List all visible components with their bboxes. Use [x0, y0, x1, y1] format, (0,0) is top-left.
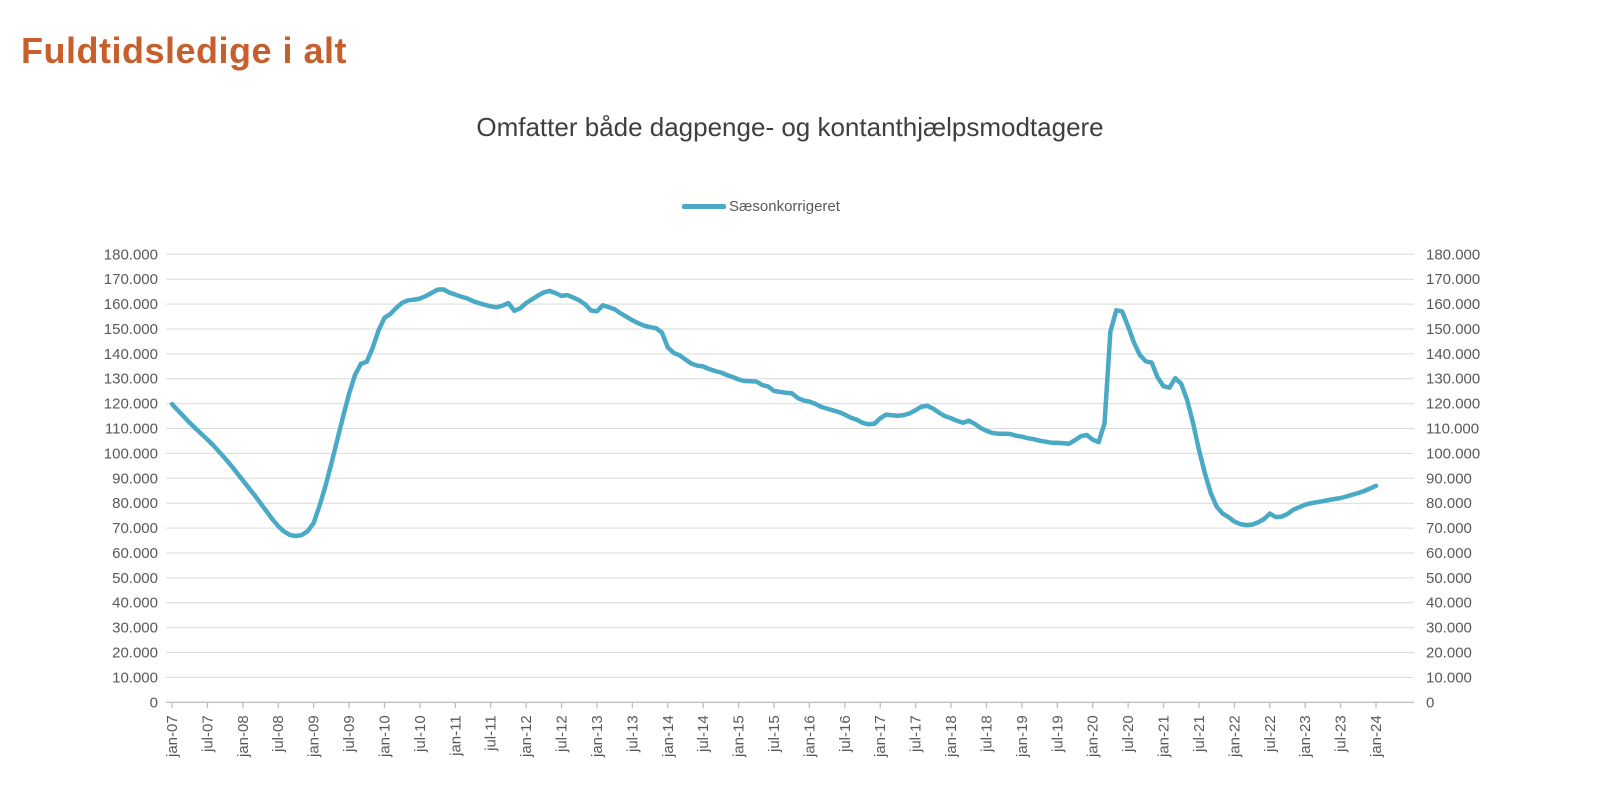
y-axis-label-right: 90.000	[1426, 470, 1472, 487]
y-axis-label-left: 130.000	[104, 371, 158, 388]
x-axis-label: jul-10	[412, 715, 429, 753]
y-axis-label-right: 0	[1426, 694, 1434, 711]
y-axis-label-left: 70.000	[112, 520, 158, 537]
y-axis-label-left: 180.000	[104, 246, 158, 263]
y-axis-label-left: 40.000	[112, 595, 158, 612]
x-axis-label: jul-08	[270, 715, 287, 753]
x-axis-label: jul-15	[766, 715, 783, 753]
y-axis-label-right: 160.000	[1426, 296, 1480, 313]
x-axis-label: jan-11	[447, 715, 464, 757]
y-axis-label-left: 120.000	[104, 396, 158, 413]
y-axis-label-left: 80.000	[112, 495, 158, 512]
y-axis-label-right: 140.000	[1426, 346, 1480, 363]
x-axis-label: jul-12	[554, 715, 571, 753]
y-axis-label-right: 60.000	[1426, 545, 1472, 562]
y-axis-label-left: 150.000	[104, 321, 158, 338]
y-axis-label-right: 100.000	[1426, 445, 1480, 462]
x-axis-label: jan-17	[872, 715, 889, 758]
legend-label: Sæsonkorrigeret	[729, 198, 840, 215]
y-axis-label-right: 70.000	[1426, 520, 1472, 537]
y-axis-label-right: 40.000	[1426, 595, 1472, 612]
y-axis-label-right: 170.000	[1426, 271, 1480, 288]
x-axis-label: jan-22	[1226, 715, 1243, 758]
x-axis-label: jan-24	[1368, 715, 1385, 758]
x-axis-label: jan-14	[660, 715, 677, 758]
legend-line-swatch	[682, 204, 727, 209]
x-axis-label: jan-18	[943, 715, 960, 758]
y-axis-label-right: 130.000	[1426, 371, 1480, 388]
x-axis-label: jul-09	[341, 715, 358, 753]
y-axis-label-right: 120.000	[1426, 396, 1480, 413]
x-axis-label: jul-16	[837, 715, 854, 753]
y-axis-label-right: 50.000	[1426, 570, 1472, 587]
y-axis-label-left: 0	[150, 694, 158, 711]
x-axis-label: jan-10	[376, 715, 393, 758]
y-axis-label-left: 140.000	[104, 346, 158, 363]
x-axis-label: jul-22	[1262, 715, 1279, 753]
x-axis-label: jan-07	[164, 715, 181, 758]
y-axis-label-right: 150.000	[1426, 321, 1480, 338]
x-axis-label: jul-11	[483, 715, 500, 752]
x-axis-label: jul-14	[695, 715, 712, 753]
y-axis-label-left: 100.000	[104, 445, 158, 462]
x-axis-label: jan-19	[1014, 715, 1031, 758]
y-axis-label-right: 20.000	[1426, 645, 1472, 662]
x-axis-label: jan-09	[306, 715, 323, 758]
legend: Sæsonkorrigeret	[166, 198, 1356, 215]
y-axis-label-left: 30.000	[112, 620, 158, 637]
y-axis-label-left: 110.000	[105, 421, 158, 438]
y-axis-label-right: 110.000	[1426, 421, 1479, 438]
x-axis-label: jan-13	[589, 715, 606, 758]
series-line	[169, 287, 1379, 539]
x-axis-label: jul-21	[1191, 715, 1208, 753]
x-axis-label: jul-19	[1049, 715, 1066, 753]
x-axis-label: jul-17	[908, 715, 925, 753]
x-axis-label: jul-23	[1333, 715, 1350, 753]
y-axis-label-right: 180.000	[1426, 246, 1480, 263]
x-axis-label: jan-21	[1156, 715, 1173, 758]
y-axis-label-left: 170.000	[104, 271, 158, 288]
x-axis-label: jan-20	[1085, 715, 1102, 758]
page-title: Fuldtidsledige i alt	[21, 30, 348, 71]
y-axis-label-left: 160.000	[104, 296, 158, 313]
y-axis-label-right: 10.000	[1426, 669, 1472, 686]
y-axis-label-left: 10.000	[112, 669, 158, 686]
x-axis-label: jul-18	[978, 715, 995, 753]
x-axis-label: jan-08	[235, 715, 252, 758]
x-axis-label: jul-20	[1120, 715, 1137, 753]
y-axis-label-right: 80.000	[1426, 495, 1472, 512]
x-axis-label: jul-07	[199, 715, 216, 753]
y-axis-label-left: 50.000	[112, 570, 158, 587]
y-axis-label-left: 60.000	[112, 545, 158, 562]
chart-title: Omfatter både dagpenge- og kontanthjælps…	[476, 112, 1104, 142]
y-axis-label-right: 30.000	[1426, 620, 1472, 637]
y-axis-label-left: 20.000	[112, 645, 158, 662]
x-axis-label: jan-16	[801, 715, 818, 758]
x-axis-label: jan-12	[518, 715, 535, 758]
y-axis-label-left: 90.000	[112, 470, 158, 487]
x-axis-label: jul-13	[624, 715, 641, 753]
x-axis-label: jan-15	[731, 715, 748, 758]
x-axis-label: jan-23	[1297, 715, 1314, 758]
